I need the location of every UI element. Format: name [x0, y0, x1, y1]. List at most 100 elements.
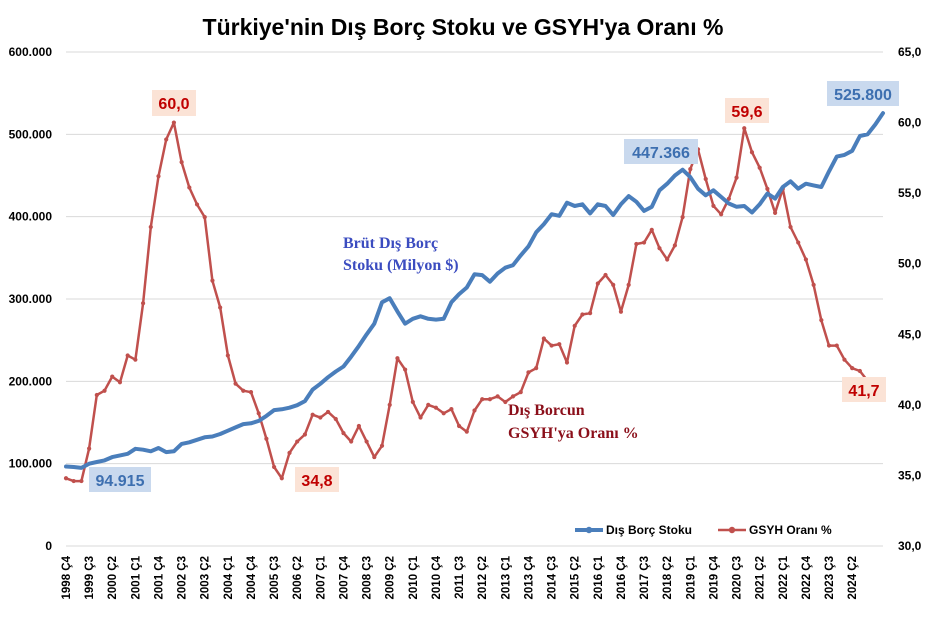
point-gdp-ratio	[387, 402, 392, 407]
x-tick-label: 2024 Ç2	[847, 556, 859, 599]
label-peak-ratio-2020: 59,6	[731, 104, 762, 121]
x-tick-label: 2010 Ç1	[408, 555, 420, 599]
right-axis: 30,0 35,0 40,0 45,0 50,0 55,0 60,0 65,0	[898, 45, 922, 553]
point-gdp-ratio	[187, 185, 192, 190]
point-gdp-ratio	[179, 159, 184, 165]
annotation-min-debt-stock: 94.915	[89, 467, 151, 492]
point-gdp-ratio	[410, 399, 415, 405]
point-gdp-ratio	[572, 323, 577, 328]
point-gdp-ratio	[757, 165, 762, 170]
point-gdp-ratio	[480, 397, 485, 402]
y-left-tick-label: 200.000	[9, 374, 53, 388]
series-label-ratio-line1: Dış Borcun	[508, 402, 585, 419]
x-tick-label: 2009 Ç2	[385, 556, 397, 599]
point-gdp-ratio	[826, 343, 832, 348]
point-gdp-ratio	[680, 215, 685, 220]
point-gdp-ratio	[503, 399, 508, 405]
point-gdp-ratio	[102, 388, 107, 393]
y-right-tick-label: 35,0	[898, 468, 922, 482]
point-gdp-ratio	[364, 439, 369, 444]
point-gdp-ratio	[287, 450, 292, 455]
point-gdp-ratio	[672, 243, 677, 248]
x-tick-label: 2005 Ç3	[269, 556, 281, 599]
point-gdp-ratio	[256, 411, 261, 416]
point-gdp-ratio	[87, 446, 92, 451]
point-gdp-ratio	[456, 423, 462, 429]
point-gdp-ratio	[603, 272, 608, 278]
point-gdp-ratio	[819, 318, 824, 323]
x-tick-label: 2002 Ç3	[177, 556, 189, 599]
x-tick-label: 2004 Ç4	[246, 555, 258, 599]
y-right-tick-label: 45,0	[898, 327, 922, 341]
point-gdp-ratio	[379, 443, 385, 448]
point-gdp-ratio	[372, 454, 377, 460]
y-right-tick-label: 65,0	[898, 45, 922, 59]
point-gdp-ratio	[719, 212, 724, 217]
point-gdp-ratio	[734, 175, 739, 180]
x-tick-label: 2001 Ç1	[130, 555, 142, 599]
point-gdp-ratio	[71, 478, 76, 484]
line-debt-stock	[64, 111, 885, 470]
point-gdp-ratio	[94, 392, 99, 398]
x-tick-label: 2004 Ç1	[223, 555, 235, 599]
point-gdp-ratio	[441, 411, 446, 416]
x-tick-label: 2022 Ç1	[778, 555, 790, 599]
point-gdp-ratio	[796, 240, 801, 245]
x-tick-label: 2011 Ç3	[454, 556, 466, 599]
point-gdp-ratio	[626, 282, 631, 287]
point-gdp-ratio	[811, 282, 816, 287]
point-gdp-ratio	[241, 388, 246, 393]
point-gdp-ratio	[356, 423, 361, 429]
point-gdp-ratio	[557, 342, 562, 347]
point-gdp-ratio	[449, 406, 454, 412]
point-gdp-ratio	[403, 367, 408, 372]
point-gdp-ratio	[210, 278, 215, 283]
series-group	[63, 111, 885, 484]
line-gdp-ratio	[64, 121, 869, 483]
point-gdp-ratio	[433, 405, 439, 410]
point-gdp-ratio	[248, 390, 254, 395]
x-tick-label: 2013 Ç1	[500, 555, 512, 599]
y-left-tick-label: 500.000	[9, 127, 53, 141]
series-gdp-ratio	[63, 120, 870, 484]
x-tick-label: 2007 Ç1	[315, 555, 327, 599]
y-left-tick-label: 600.000	[9, 45, 53, 59]
x-tick-label: 2021 Ç2	[755, 556, 767, 599]
point-gdp-ratio	[333, 416, 338, 422]
point-gdp-ratio	[395, 356, 400, 361]
y-right-tick-label: 55,0	[898, 186, 922, 200]
label-max-debt-ratio: 60,0	[158, 96, 189, 113]
y-left-tick-label: 0	[45, 539, 52, 553]
point-gdp-ratio	[218, 305, 223, 310]
annotation-latest-stock: 525.800	[827, 81, 899, 106]
y-left-tick-label: 300.000	[9, 292, 53, 306]
point-gdp-ratio	[164, 137, 169, 142]
point-gdp-ratio	[202, 215, 207, 220]
point-gdp-ratio	[618, 309, 624, 314]
x-tick-label: 2001 Ç4	[153, 555, 165, 599]
point-gdp-ratio	[233, 381, 238, 386]
point-gdp-ratio	[510, 394, 516, 399]
point-gdp-ratio	[703, 176, 708, 182]
label-min-debt-ratio: 34,8	[301, 473, 332, 490]
legend-item-gdp-ratio: GSYH Oranı %	[718, 523, 832, 537]
x-tick-label: 2016 Ç1	[593, 555, 605, 599]
chart-title: Türkiye'nin Dış Borç Stoku ve GSYH'ya Or…	[203, 14, 724, 40]
x-tick-label: 2008 Ç3	[362, 556, 374, 599]
point-gdp-ratio	[580, 312, 585, 317]
x-tick-label: 2013 Ç4	[523, 555, 535, 599]
point-gdp-ratio	[688, 167, 693, 172]
x-tick-label: 2003 Ç2	[200, 556, 212, 599]
legend-item-debt-stock: Dış Borç Stoku	[575, 523, 692, 537]
point-gdp-ratio	[302, 432, 308, 437]
point-gdp-ratio	[765, 186, 770, 192]
point-gdp-ratio	[772, 210, 778, 216]
point-gdp-ratio	[803, 257, 809, 262]
y-right-tick-label: 40,0	[898, 398, 922, 412]
point-gdp-ratio	[649, 227, 654, 232]
point-gdp-ratio	[665, 257, 670, 262]
point-gdp-ratio	[634, 241, 639, 247]
point-gdp-ratio	[310, 412, 315, 417]
left-axis: 0 100.000 200.000 300.000 400.000 500.000 600.…	[9, 45, 53, 553]
point-gdp-ratio	[117, 380, 123, 385]
